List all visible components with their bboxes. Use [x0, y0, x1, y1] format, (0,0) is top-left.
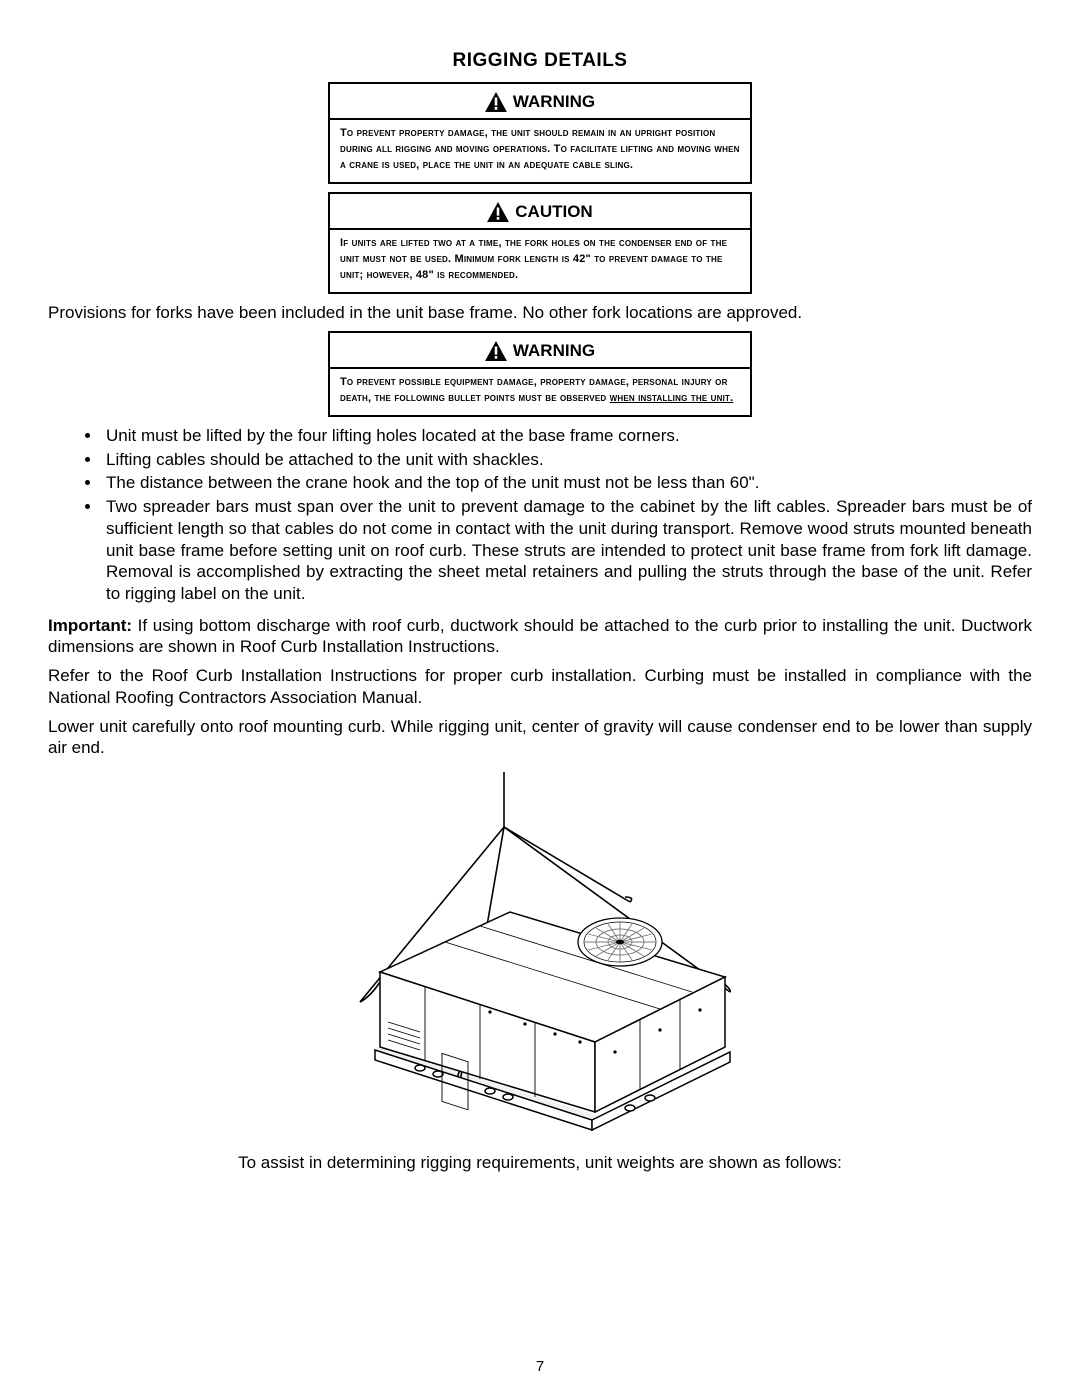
warning-triangle-icon: [485, 92, 507, 112]
important-text: If using bottom discharge with roof curb…: [48, 616, 1032, 656]
warning-box-1: WARNING To prevent property damage, the …: [328, 82, 752, 184]
bullet-item: Unit must be lifted by the four lifting …: [102, 425, 1032, 447]
paragraph-forks: Provisions for forks have been included …: [48, 302, 1032, 323]
warning-box-1-body: To prevent property damage, the unit sho…: [330, 120, 750, 182]
caution-box-body: If units are lifted two at a time, the f…: [330, 230, 750, 292]
caution-box-title: CAUTION: [515, 202, 592, 222]
warning-box-2: WARNING To prevent possible equipment da…: [328, 331, 752, 417]
bullet-item: Two spreader bars must span over the uni…: [102, 496, 1032, 605]
warning-box-1-header: WARNING: [330, 84, 750, 120]
warning-box-2-header: WARNING: [330, 333, 750, 369]
bullet-item: Lifting cables should be attached to the…: [102, 449, 1032, 471]
important-label: Important:: [48, 616, 132, 635]
page-title: RIGGING DETAILS: [48, 50, 1032, 72]
bullet-list: Unit must be lifted by the four lifting …: [48, 425, 1032, 605]
figure-caption: To assist in determining rigging require…: [48, 1152, 1032, 1173]
caution-box: CAUTION If units are lifted two at a tim…: [328, 192, 752, 294]
rigging-diagram: [330, 772, 750, 1142]
warning-box-1-title: WARNING: [513, 92, 595, 112]
warning-triangle-icon: [485, 341, 507, 361]
paragraph-important: Important: If using bottom discharge wit…: [48, 615, 1032, 658]
bullet-item: The distance between the crane hook and …: [102, 472, 1032, 494]
warning-box-2-body-underlined: when installing the unit.: [610, 392, 734, 404]
warning-box-2-title: WARNING: [513, 341, 595, 361]
paragraph-lowering: Lower unit carefully onto roof mounting …: [48, 716, 1032, 759]
page: RIGGING DETAILS WARNING To prevent prope…: [0, 0, 1080, 1397]
caution-triangle-icon: [487, 202, 509, 222]
paragraph-roof-curb: Refer to the Roof Curb Installation Inst…: [48, 665, 1032, 708]
warning-box-2-body: To prevent possible equipment damage, pr…: [330, 369, 750, 415]
page-number: 7: [0, 1358, 1080, 1375]
caution-box-header: CAUTION: [330, 194, 750, 230]
